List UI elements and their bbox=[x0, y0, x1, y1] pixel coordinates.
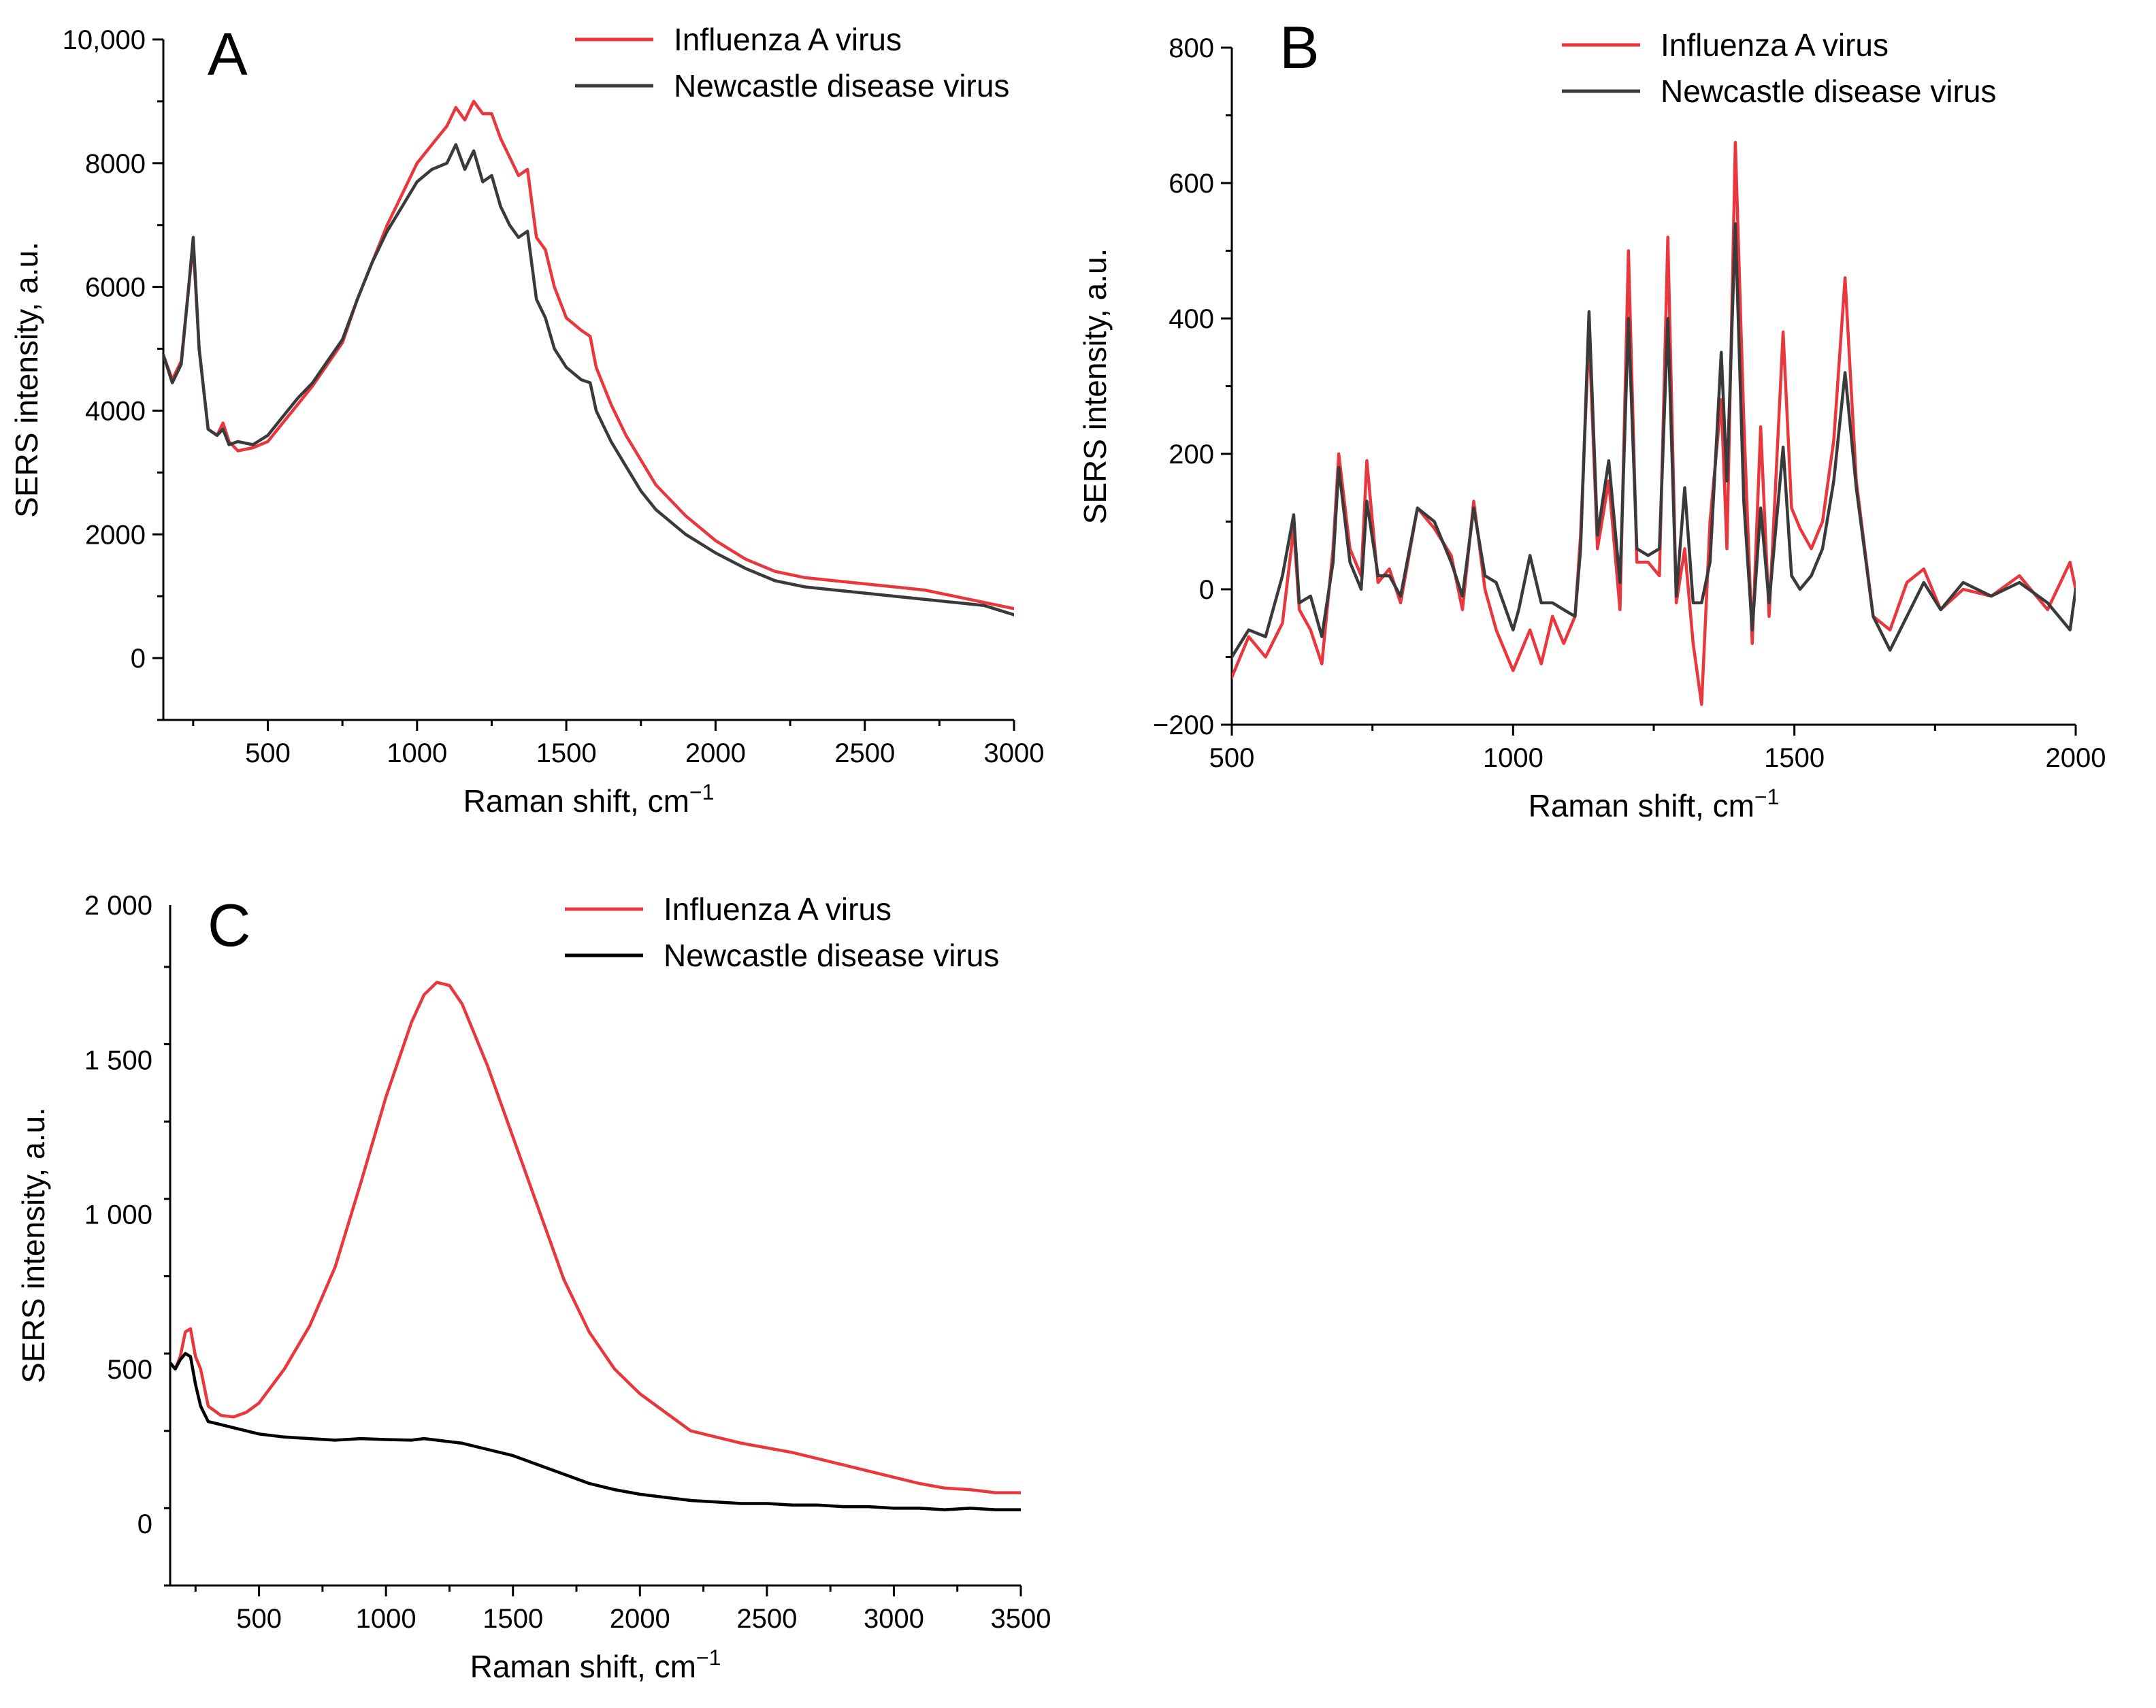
y-tick-label: 500 bbox=[107, 1355, 152, 1385]
y-tick-label: 8000 bbox=[85, 149, 146, 179]
x-tick-label: 500 bbox=[245, 738, 291, 768]
panel-letter: B bbox=[1279, 14, 1320, 81]
x-axis-title: Raman shift, cm−1 bbox=[463, 780, 715, 819]
x-tick-label: 2000 bbox=[2046, 743, 2106, 773]
series-line-influenza-a bbox=[163, 99, 1014, 610]
x-tick-label: 3000 bbox=[984, 738, 1045, 768]
legend-label: Influenza A virus bbox=[664, 891, 892, 927]
y-tick-label: 0 bbox=[137, 1509, 152, 1539]
x-tick-label: 2000 bbox=[610, 1604, 670, 1634]
y-tick-label: 400 bbox=[1169, 304, 1214, 334]
y-tick-label: 0 bbox=[131, 644, 146, 674]
series-line-influenza-a bbox=[170, 981, 1021, 1494]
panel-letter: C bbox=[208, 891, 251, 959]
y-tick-label: 1 500 bbox=[84, 1045, 152, 1075]
x-tick-label: 3500 bbox=[991, 1604, 1051, 1634]
y-tick-label: 1 000 bbox=[84, 1200, 152, 1230]
x-axis-title: Raman shift, cm−1 bbox=[470, 1645, 721, 1684]
x-tick-label: 3000 bbox=[864, 1604, 924, 1634]
legend-label: Influenza A virus bbox=[1661, 27, 1889, 63]
x-tick-label: 2500 bbox=[834, 738, 895, 768]
x-tick-label: 1500 bbox=[536, 738, 597, 768]
y-tick-label: 600 bbox=[1169, 169, 1214, 199]
x-tick-label: 2000 bbox=[685, 738, 746, 768]
legend-label: Influenza A virus bbox=[674, 22, 902, 57]
y-tick-label: 10,000 bbox=[63, 25, 146, 55]
series-line-influenza-a bbox=[1232, 141, 2076, 706]
legend-label: Newcastle disease virus bbox=[664, 938, 999, 973]
legend-label: Newcastle disease virus bbox=[674, 68, 1009, 103]
y-tick-label: 800 bbox=[1169, 33, 1214, 63]
x-tick-label: 2500 bbox=[736, 1604, 797, 1634]
y-axis-title: SERS intensity, a.u. bbox=[16, 1107, 51, 1383]
chart-panel-B: 500 1000 1500 2000 −200 0 200 400 600 800 Raman sh… bbox=[1077, 14, 2106, 823]
y-tick-label: 2 000 bbox=[84, 891, 152, 921]
y-tick-label: −200 bbox=[1153, 710, 1214, 740]
series-line-newcastle bbox=[1232, 222, 2076, 659]
y-tick-label: 6000 bbox=[85, 273, 146, 303]
legend-label: Newcastle disease virus bbox=[1661, 73, 1996, 109]
x-tick-label: 1000 bbox=[1483, 743, 1544, 773]
y-axis-title: SERS intensity, a.u. bbox=[1077, 248, 1113, 525]
y-axis-title: SERS intensity, a.u. bbox=[9, 242, 44, 518]
x-axis-title: Raman shift, cm−1 bbox=[1529, 785, 1780, 823]
x-tick-label: 1000 bbox=[356, 1604, 416, 1634]
x-tick-label: 500 bbox=[1209, 743, 1255, 773]
chart-panel-A: 500 1000 1500 2000 2500 3000 0 2000 4000 6000 8000… bbox=[9, 20, 1044, 819]
x-tick-label: 1500 bbox=[483, 1604, 543, 1634]
y-tick-label: 0 bbox=[1199, 575, 1214, 605]
panel-letter: A bbox=[208, 20, 248, 88]
y-tick-label: 2000 bbox=[85, 520, 146, 550]
x-tick-label: 1000 bbox=[387, 738, 447, 768]
x-tick-label: 1500 bbox=[1764, 743, 1825, 773]
series-line-newcastle bbox=[170, 1351, 1021, 1511]
series-line-newcastle bbox=[163, 143, 1014, 617]
y-tick-label: 4000 bbox=[85, 396, 146, 426]
x-tick-label: 500 bbox=[236, 1604, 282, 1634]
y-tick-label: 200 bbox=[1169, 440, 1214, 470]
